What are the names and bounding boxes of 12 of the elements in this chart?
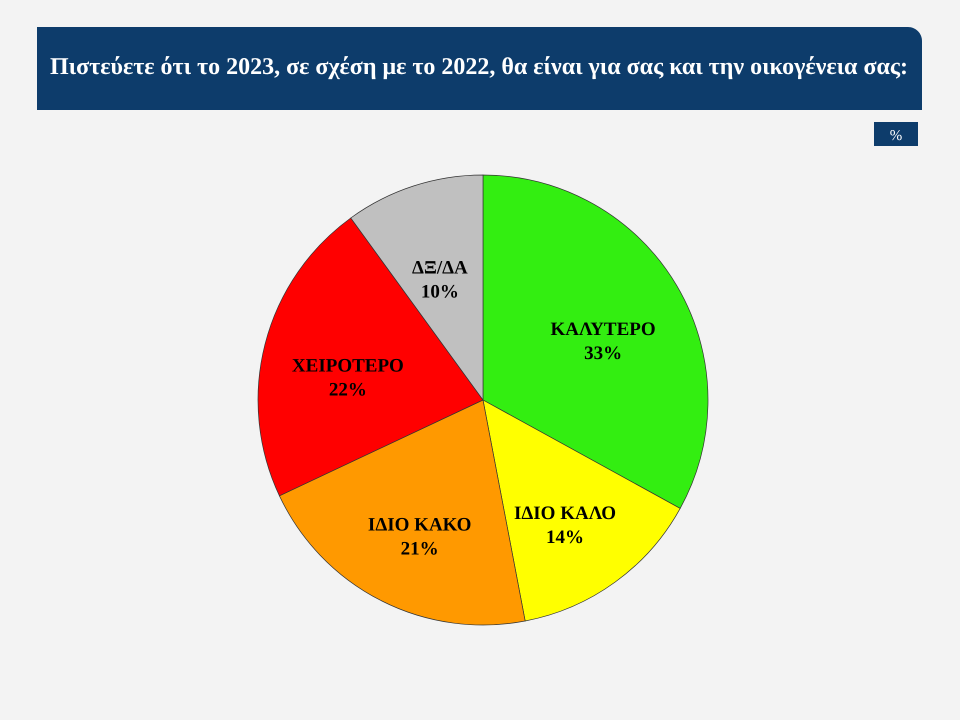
chart-title: Πιστεύετε ότι το 2023, σε σχέση με το 2022, θα είναι για σας και την οικογένεια σας:	[50, 54, 908, 80]
data-label: 33%	[584, 342, 622, 364]
slice-label: ΔΞ/ΔΑ	[412, 257, 468, 278]
slice-label: ΙΔΙΟ ΚΑΛΟ	[514, 502, 616, 524]
data-label: 21%	[400, 538, 439, 560]
data-label: 10%	[420, 281, 459, 302]
slice-label: ΙΔΙΟ ΚΑΚΟ	[368, 514, 472, 536]
data-label: 22%	[328, 379, 367, 400]
slice-label: ΧΕΙΡΟΤΕΡΟ	[292, 355, 404, 376]
slice-label: ΚΑΛΥΤΕΡΟ	[550, 318, 656, 340]
data-label: 14%	[546, 526, 584, 548]
text: %	[890, 128, 902, 144]
